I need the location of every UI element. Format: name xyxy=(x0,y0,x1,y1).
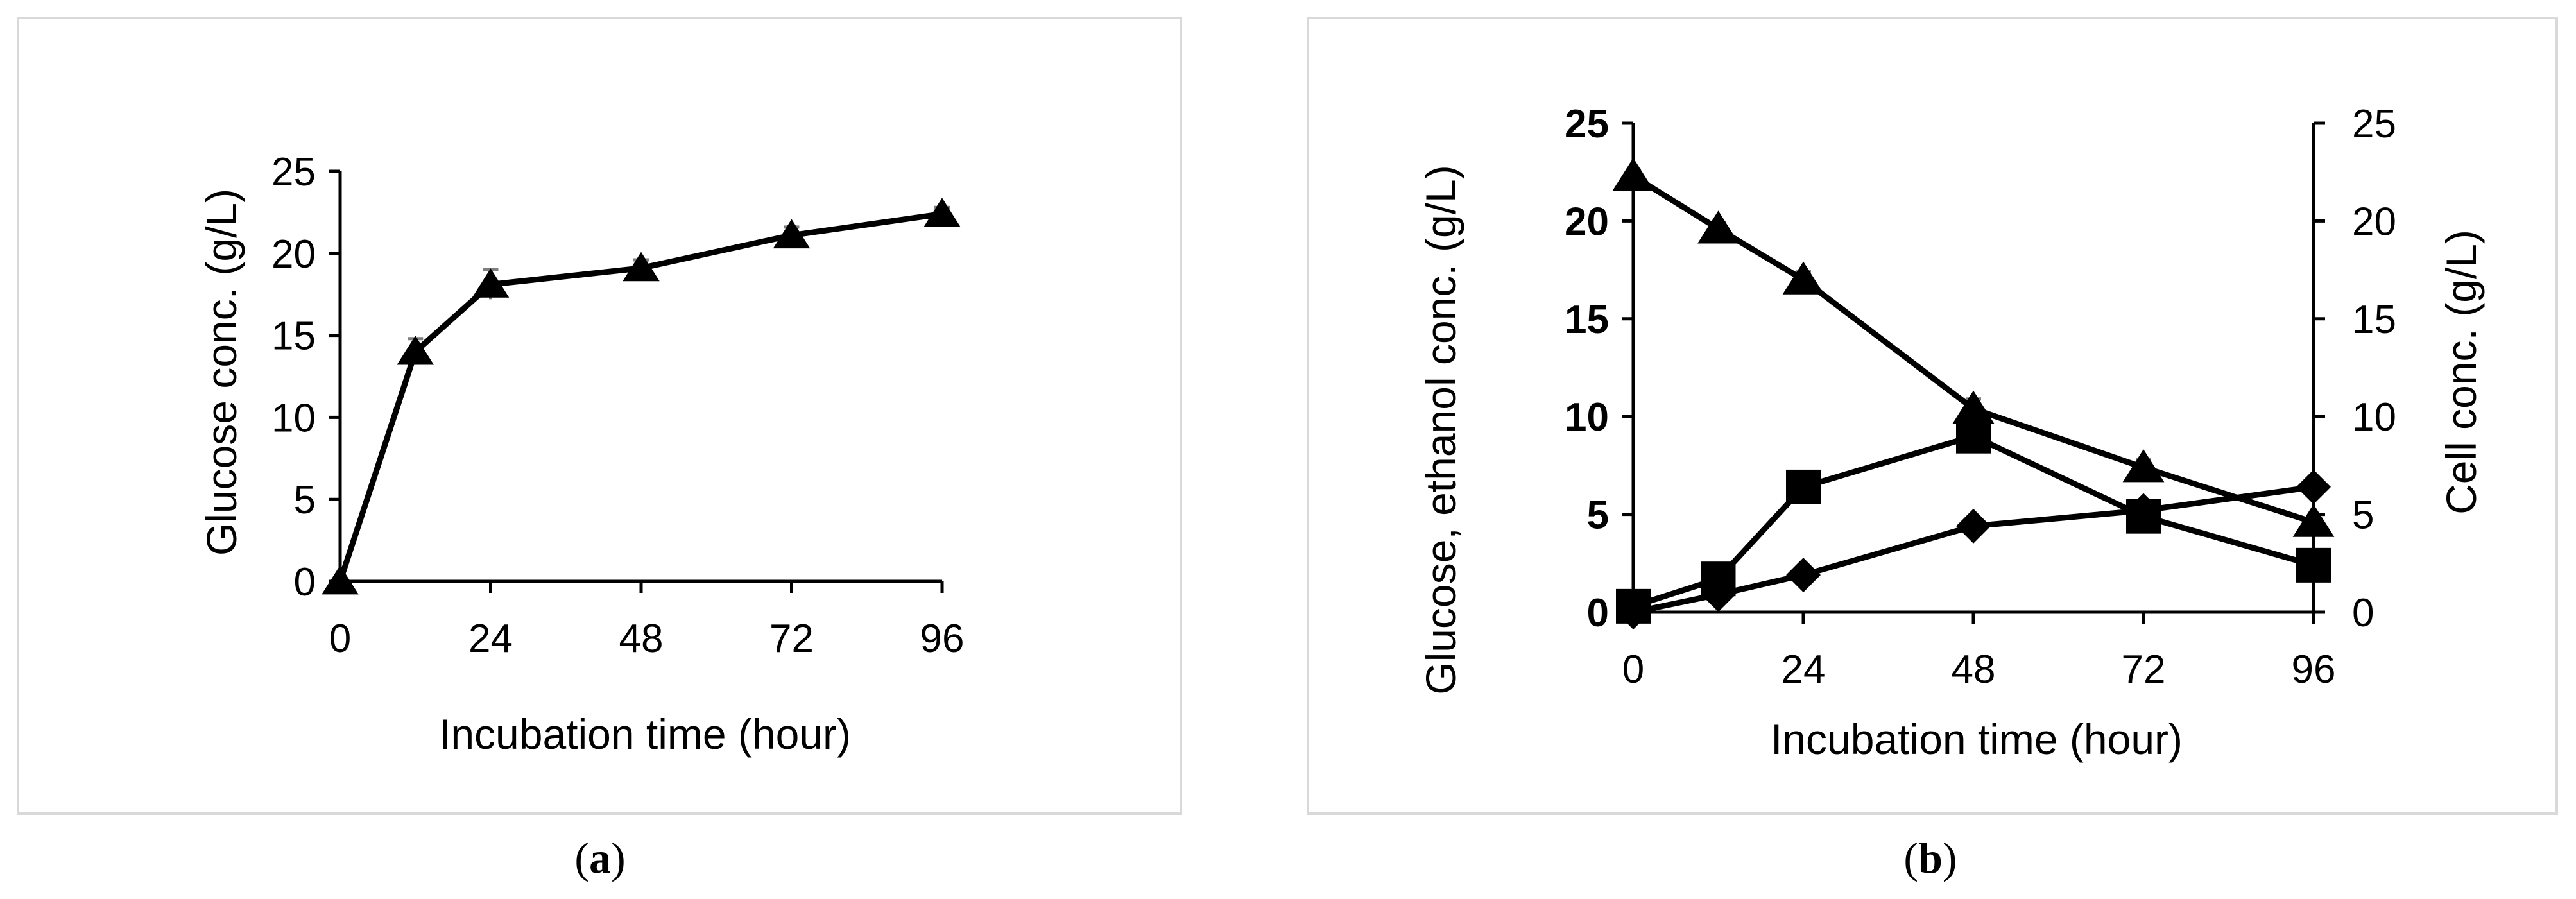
panel-a-x-tick-label: 72 xyxy=(769,617,814,661)
panel-a-triangle-marker xyxy=(923,198,961,227)
panel-b-x-tick-label: 0 xyxy=(1622,647,1644,692)
panel-b-diamond-marker xyxy=(1786,558,1821,593)
panel-b-left-y-axis-title: Glucose, ethanol conc. (g/L) xyxy=(1417,165,1464,694)
panel-a-triangle-marker xyxy=(623,252,660,282)
panel-a-x-tick-label: 48 xyxy=(619,617,664,661)
panel-b-triangle-marker xyxy=(1697,210,1739,244)
panel-b-y-tick-label: 5 xyxy=(1587,493,1609,538)
panel-a-y-tick-label: 10 xyxy=(271,396,316,440)
panel-b-triangle-marker xyxy=(1782,261,1825,295)
panel-a-y-tick-label: 20 xyxy=(271,232,316,277)
panel-b-series-triangle-line xyxy=(1631,173,2315,526)
panel-a-triangle-marker xyxy=(322,565,359,595)
panel-b-triangle-marker xyxy=(1612,157,1654,191)
panel-b-diamond-marker xyxy=(2126,493,2161,528)
panel-b-y-tick-label: 15 xyxy=(1565,298,1609,342)
panel-b-y2-tick-label: 10 xyxy=(2352,395,2396,440)
panel-b-x-tick-label: 48 xyxy=(1952,647,1996,692)
panel-b-square-marker xyxy=(1956,418,1991,454)
panel-b-frame xyxy=(1307,17,2558,815)
panel-a-y-tick-label: 25 xyxy=(271,150,316,194)
panel-b-x-axis-title: Incubation time (hour) xyxy=(1771,715,2183,763)
panel-b-y2-tick-label: 5 xyxy=(2352,493,2374,538)
panel-b-x-tick-label: 72 xyxy=(2122,647,2166,692)
panel-b-right-y-axis-title: Cell conc. (g/L) xyxy=(2437,230,2485,515)
panel-b-diamond-marker xyxy=(1956,508,1991,544)
panel-a-x-axis-title: Incubation time (hour) xyxy=(439,710,851,758)
panel-a-series-glucose-line xyxy=(337,211,943,583)
panel-b-chart: 0 5 10 15 20 25 0 5 10 15 20 25 0 24 48 72 96 Glucose,… xyxy=(1417,102,2485,763)
panel-b-x-tick-label: 24 xyxy=(1782,647,1826,692)
panel-a-triangle-marker xyxy=(472,268,510,298)
panel-a-frame xyxy=(17,17,1182,815)
panel-b-y2-tick-label: 0 xyxy=(2352,591,2374,635)
panel-b-y2-tick-label: 25 xyxy=(2352,102,2396,146)
panel-b-diamond-marker xyxy=(1701,577,1736,612)
panel-a-x-tick-label: 24 xyxy=(468,617,513,661)
panel-a-triangle-marker xyxy=(397,335,434,365)
panel-b-y-tick-label: 0 xyxy=(1587,591,1609,635)
panel-a-y-tick-label: 15 xyxy=(271,314,316,359)
panel-a-triangle-marker xyxy=(773,219,811,249)
panel-b-triangle-marker xyxy=(2292,504,2335,537)
caption-b: (b) xyxy=(1903,834,1957,882)
panel-a-y-tick-label: 0 xyxy=(294,560,316,604)
panel-b-triangle-marker xyxy=(1952,390,1995,424)
panel-b-y-tick-label: 25 xyxy=(1565,102,1609,146)
panel-b-triangle-marker xyxy=(2122,449,2165,483)
panel-b-y-tick-label: 20 xyxy=(1565,200,1609,244)
caption-a: (a) xyxy=(574,834,625,882)
panel-b-x-tick-label: 96 xyxy=(2292,647,2336,692)
panel-a-y-axis-title: Glucose conc. (g/L) xyxy=(198,189,245,556)
panel-b-y-tick-label: 10 xyxy=(1565,395,1609,440)
panel-a-y-tick-label: 5 xyxy=(294,478,316,522)
panel-b-square-marker xyxy=(1786,469,1821,504)
panel-b-y2-tick-label: 20 xyxy=(2352,200,2396,244)
panel-b-square-marker xyxy=(2296,547,2331,583)
panel-a-x-tick-label: 0 xyxy=(329,617,351,661)
panel-a-x-tick-label: 96 xyxy=(920,617,965,661)
panel-a-chart: 0 5 10 15 20 25 0 24 48 72 96 Glucose conc. (g/L)… xyxy=(198,150,964,758)
panel-b-diamond-marker xyxy=(2296,469,2331,504)
panel-b-diamond-marker xyxy=(1616,595,1651,629)
panel-b-y2-tick-label: 15 xyxy=(2352,298,2396,342)
